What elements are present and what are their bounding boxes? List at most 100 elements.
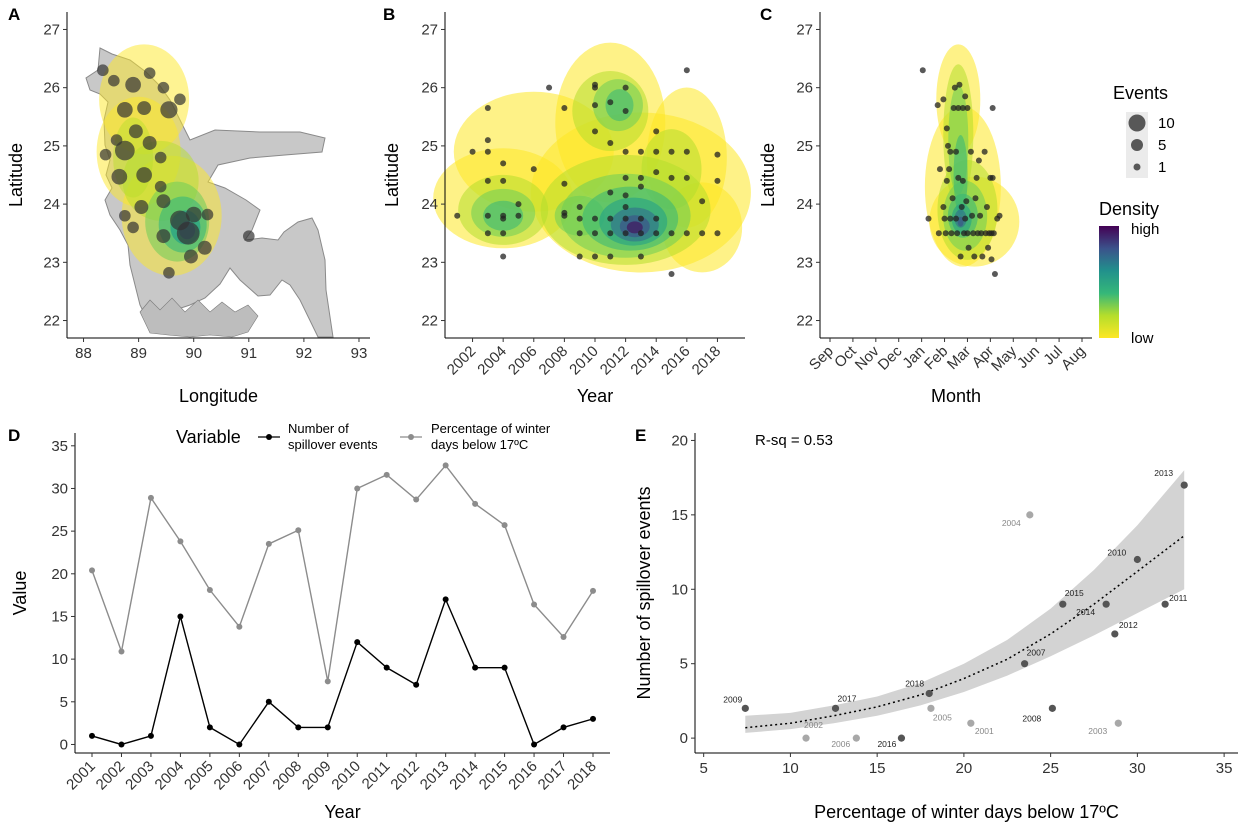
event-point-c	[963, 198, 970, 205]
event-point-c	[951, 84, 958, 91]
event-point-b	[500, 230, 507, 237]
year-point-e	[1059, 600, 1067, 608]
event-point-b	[484, 148, 491, 155]
event-point-c	[996, 212, 1003, 219]
event-point-c	[959, 177, 966, 184]
event-point-b	[576, 230, 583, 237]
y-tick-label-c: 24	[796, 196, 813, 213]
event-point-b	[607, 139, 614, 146]
event-point-b	[561, 105, 568, 112]
y-tick-label-e: 10	[671, 581, 688, 598]
event-point-b	[500, 212, 507, 219]
event-point-a	[114, 140, 135, 161]
event-point-a	[142, 136, 157, 150]
legend-size-5	[1131, 139, 1143, 151]
event-point-c	[959, 105, 966, 112]
series-point-pct	[236, 623, 243, 630]
x-tick-label-e: 35	[1216, 760, 1233, 777]
series-point-pct	[265, 540, 272, 547]
x-tick-label-e: 10	[782, 760, 799, 777]
y-tick-label-c: 25	[796, 138, 813, 155]
event-point-a	[243, 230, 255, 242]
panel-label-c: C	[760, 5, 772, 24]
event-point-c	[950, 105, 957, 112]
event-point-a	[160, 101, 178, 119]
year-label-e: 2017	[838, 693, 857, 703]
year-label-e: 2001	[975, 726, 994, 736]
legend-dot-pct	[408, 434, 414, 440]
event-point-c	[942, 230, 949, 237]
x-tick-label-b: 2002	[444, 343, 480, 379]
confidence-ribbon	[745, 470, 1185, 733]
event-point-b	[714, 230, 721, 237]
event-point-c	[949, 195, 956, 202]
legend-label-events-2: spillover events	[288, 437, 378, 452]
series-point-pct	[472, 500, 479, 507]
event-point-c	[970, 230, 977, 237]
x-tick-label-b: 2014	[627, 343, 663, 379]
event-point-b	[484, 105, 491, 112]
event-point-b	[592, 128, 598, 135]
x-tick-label-e: 15	[869, 760, 886, 777]
x-axis-title-a: Longitude	[179, 386, 258, 406]
event-point-b	[683, 67, 690, 74]
line-group-d	[89, 462, 596, 748]
y-tick-label-c: 22	[796, 313, 813, 330]
sundarbans-delta	[139, 297, 259, 338]
event-point-a	[125, 76, 141, 93]
x-tick-label-e: 20	[956, 760, 973, 777]
x-tick-label-d: 2007	[240, 758, 276, 794]
x-tick-label-d: 2012	[387, 758, 423, 794]
event-point-b	[592, 84, 598, 91]
series-point-pct	[206, 587, 213, 594]
series-point-pct	[590, 587, 596, 594]
x-tick-label-d: 2001	[63, 758, 99, 794]
density-blob-c	[957, 216, 964, 227]
density-surface-b	[433, 42, 751, 273]
event-point-b	[714, 151, 721, 158]
series-point-events	[295, 724, 302, 731]
event-point-b	[622, 107, 629, 114]
x-tick-label-e: 5	[700, 760, 708, 777]
x-tick-label-b: 2012	[597, 343, 633, 379]
event-points-e: 2009 2002 2017 2006 2016 2018 2005 2001 2007 2004…	[723, 468, 1188, 749]
y-tick-label-c: 26	[796, 80, 813, 97]
year-label-e: 2010	[1107, 548, 1126, 558]
event-point-b	[469, 148, 476, 155]
year-point-e	[831, 704, 840, 712]
year-point-e	[852, 734, 860, 742]
x-tick-label-d: 2011	[359, 758, 394, 793]
series-point-pct	[118, 648, 125, 655]
event-point-a	[154, 151, 167, 164]
event-point-a	[119, 209, 131, 222]
x-tick-label-b: 2004	[474, 343, 510, 379]
series-point-pct	[147, 494, 154, 501]
series-point-pct	[413, 496, 420, 503]
panel-d-legend: Variable Number of spillover events Perc…	[176, 421, 551, 452]
x-tick-label-a: 90	[185, 345, 202, 362]
series-point-pct	[177, 538, 184, 545]
event-point-c	[964, 105, 971, 112]
event-point-a	[201, 208, 214, 221]
panel-label-d: D	[8, 426, 20, 445]
year-label-e: 2011	[1169, 593, 1188, 603]
event-point-b	[622, 84, 629, 91]
legend-size-10	[1128, 114, 1146, 132]
event-point-a	[136, 167, 152, 183]
event-point-c	[947, 148, 954, 155]
x-axis-title-e: Percentage of winter days below 17ºC	[814, 802, 1119, 822]
y-tick-label-c: 27	[796, 21, 813, 38]
y-tick-label-b: 27	[421, 21, 438, 38]
legend-label-pct-1: Percentage of winter	[431, 421, 551, 436]
y-tick-label-a: 23	[43, 254, 60, 271]
event-point-b	[683, 230, 690, 237]
event-point-b	[546, 84, 553, 91]
year-point-e	[1026, 511, 1034, 519]
event-point-b	[714, 177, 721, 184]
x-tick-label-e: 25	[1042, 760, 1059, 777]
year-point-e	[897, 734, 906, 742]
event-point-b	[607, 215, 614, 222]
event-point-a	[143, 67, 156, 79]
event-point-b	[576, 204, 583, 211]
y-tick-label-a: 27	[43, 21, 60, 38]
